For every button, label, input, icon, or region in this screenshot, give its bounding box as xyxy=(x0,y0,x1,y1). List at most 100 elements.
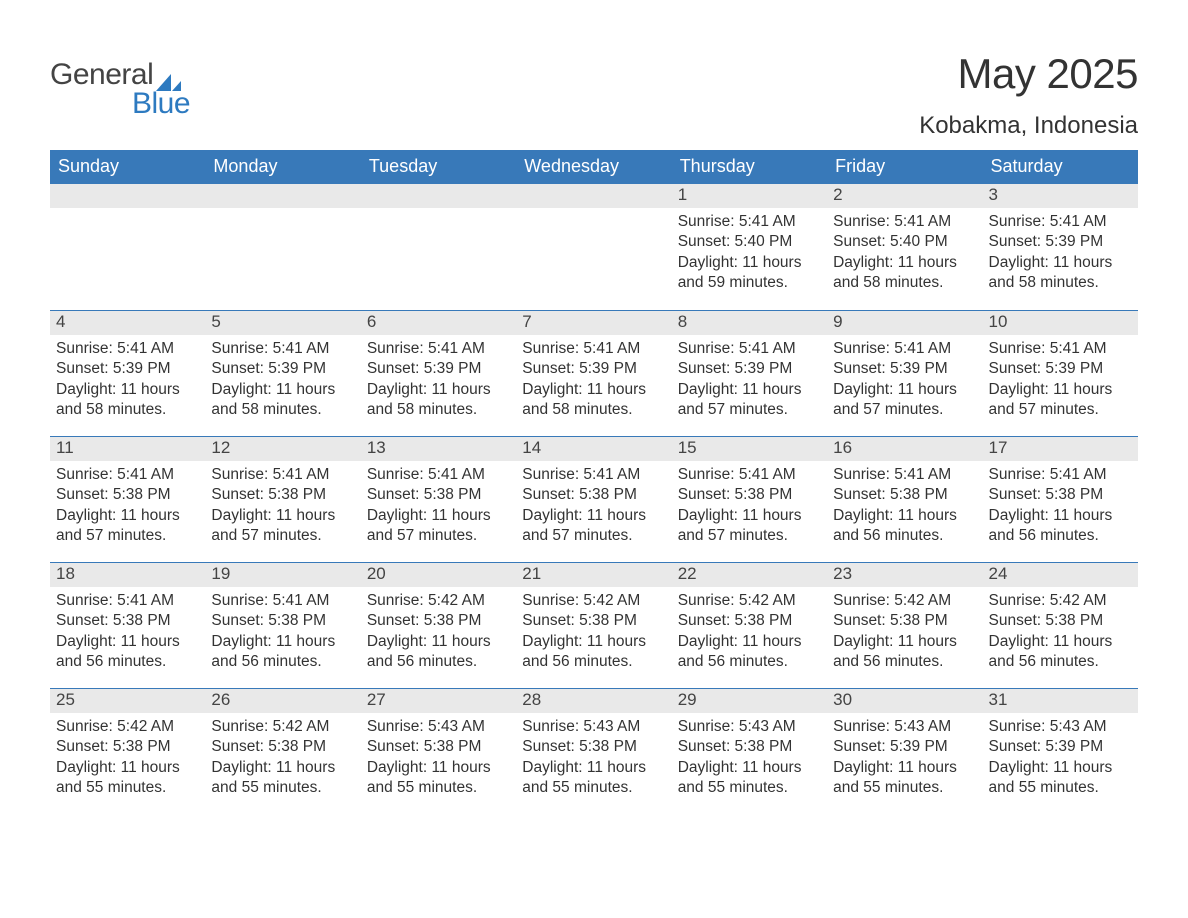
day-number: 10 xyxy=(983,311,1138,335)
day-header-cell: Sunday xyxy=(50,150,205,184)
day-header-row: SundayMondayTuesdayWednesdayThursdayFrid… xyxy=(50,150,1138,184)
day-details: Sunrise: 5:42 AMSunset: 5:38 PMDaylight:… xyxy=(205,713,360,805)
calendar-cell: 5Sunrise: 5:41 AMSunset: 5:39 PMDaylight… xyxy=(205,311,360,436)
calendar-cell: 4Sunrise: 5:41 AMSunset: 5:39 PMDaylight… xyxy=(50,311,205,436)
logo-text-blue: Blue xyxy=(50,90,190,117)
calendar-cell: 27Sunrise: 5:43 AMSunset: 5:38 PMDayligh… xyxy=(361,689,516,814)
day-number: 1 xyxy=(672,184,827,208)
day-number: 24 xyxy=(983,563,1138,587)
calendar-cell: 3Sunrise: 5:41 AMSunset: 5:39 PMDaylight… xyxy=(983,184,1138,310)
day-number: 21 xyxy=(516,563,671,587)
calendar-cell: 31Sunrise: 5:43 AMSunset: 5:39 PMDayligh… xyxy=(983,689,1138,814)
day-number: 9 xyxy=(827,311,982,335)
day-details xyxy=(516,208,671,288)
day-number: 6 xyxy=(361,311,516,335)
day-details: Sunrise: 5:41 AMSunset: 5:39 PMDaylight:… xyxy=(205,335,360,427)
day-number xyxy=(205,184,360,208)
week-row: 11Sunrise: 5:41 AMSunset: 5:38 PMDayligh… xyxy=(50,436,1138,562)
day-details: Sunrise: 5:41 AMSunset: 5:38 PMDaylight:… xyxy=(50,587,205,679)
calendar-cell: 24Sunrise: 5:42 AMSunset: 5:38 PMDayligh… xyxy=(983,563,1138,688)
day-details: Sunrise: 5:41 AMSunset: 5:39 PMDaylight:… xyxy=(983,335,1138,427)
calendar-cell: 29Sunrise: 5:43 AMSunset: 5:38 PMDayligh… xyxy=(672,689,827,814)
day-header-cell: Tuesday xyxy=(361,150,516,184)
day-number: 3 xyxy=(983,184,1138,208)
day-number: 27 xyxy=(361,689,516,713)
day-details: Sunrise: 5:41 AMSunset: 5:39 PMDaylight:… xyxy=(983,208,1138,300)
calendar-cell: 21Sunrise: 5:42 AMSunset: 5:38 PMDayligh… xyxy=(516,563,671,688)
calendar-cell: 19Sunrise: 5:41 AMSunset: 5:38 PMDayligh… xyxy=(205,563,360,688)
logo-line-1: General xyxy=(50,60,190,90)
calendar-cell: 30Sunrise: 5:43 AMSunset: 5:39 PMDayligh… xyxy=(827,689,982,814)
day-details: Sunrise: 5:41 AMSunset: 5:39 PMDaylight:… xyxy=(672,335,827,427)
day-number: 25 xyxy=(50,689,205,713)
day-details: Sunrise: 5:41 AMSunset: 5:40 PMDaylight:… xyxy=(827,208,982,300)
day-details: Sunrise: 5:43 AMSunset: 5:39 PMDaylight:… xyxy=(983,713,1138,805)
day-number: 4 xyxy=(50,311,205,335)
day-number: 17 xyxy=(983,437,1138,461)
calendar-cell: 15Sunrise: 5:41 AMSunset: 5:38 PMDayligh… xyxy=(672,437,827,562)
day-details xyxy=(50,208,205,288)
day-header-cell: Monday xyxy=(205,150,360,184)
day-details: Sunrise: 5:41 AMSunset: 5:38 PMDaylight:… xyxy=(50,461,205,553)
calendar-cell: 10Sunrise: 5:41 AMSunset: 5:39 PMDayligh… xyxy=(983,311,1138,436)
day-details: Sunrise: 5:43 AMSunset: 5:39 PMDaylight:… xyxy=(827,713,982,805)
day-number: 23 xyxy=(827,563,982,587)
calendar-cell: 11Sunrise: 5:41 AMSunset: 5:38 PMDayligh… xyxy=(50,437,205,562)
day-number xyxy=(361,184,516,208)
day-header-cell: Saturday xyxy=(983,150,1138,184)
calendar-cell xyxy=(516,184,671,310)
day-number: 16 xyxy=(827,437,982,461)
calendar-cell: 25Sunrise: 5:42 AMSunset: 5:38 PMDayligh… xyxy=(50,689,205,814)
day-details xyxy=(205,208,360,288)
day-header-cell: Thursday xyxy=(672,150,827,184)
calendar-cell: 2Sunrise: 5:41 AMSunset: 5:40 PMDaylight… xyxy=(827,184,982,310)
day-details: Sunrise: 5:43 AMSunset: 5:38 PMDaylight:… xyxy=(361,713,516,805)
calendar-cell: 14Sunrise: 5:41 AMSunset: 5:38 PMDayligh… xyxy=(516,437,671,562)
week-row: 1Sunrise: 5:41 AMSunset: 5:40 PMDaylight… xyxy=(50,184,1138,310)
day-details xyxy=(361,208,516,288)
day-details: Sunrise: 5:41 AMSunset: 5:38 PMDaylight:… xyxy=(205,461,360,553)
day-details: Sunrise: 5:41 AMSunset: 5:38 PMDaylight:… xyxy=(205,587,360,679)
calendar-cell: 28Sunrise: 5:43 AMSunset: 5:38 PMDayligh… xyxy=(516,689,671,814)
day-details: Sunrise: 5:41 AMSunset: 5:40 PMDaylight:… xyxy=(672,208,827,300)
day-details: Sunrise: 5:41 AMSunset: 5:38 PMDaylight:… xyxy=(516,461,671,553)
title-block: May 2025 Kobakma, Indonesia xyxy=(919,50,1138,140)
location-subtitle: Kobakma, Indonesia xyxy=(919,112,1138,140)
calendar-cell: 13Sunrise: 5:41 AMSunset: 5:38 PMDayligh… xyxy=(361,437,516,562)
day-details: Sunrise: 5:43 AMSunset: 5:38 PMDaylight:… xyxy=(672,713,827,805)
day-number: 15 xyxy=(672,437,827,461)
day-number: 12 xyxy=(205,437,360,461)
day-number: 13 xyxy=(361,437,516,461)
day-details: Sunrise: 5:41 AMSunset: 5:39 PMDaylight:… xyxy=(361,335,516,427)
day-number: 26 xyxy=(205,689,360,713)
calendar-cell: 8Sunrise: 5:41 AMSunset: 5:39 PMDaylight… xyxy=(672,311,827,436)
day-number: 19 xyxy=(205,563,360,587)
day-number: 29 xyxy=(672,689,827,713)
day-number: 14 xyxy=(516,437,671,461)
calendar-cell xyxy=(205,184,360,310)
day-details: Sunrise: 5:41 AMSunset: 5:38 PMDaylight:… xyxy=(983,461,1138,553)
day-number: 5 xyxy=(205,311,360,335)
day-details: Sunrise: 5:42 AMSunset: 5:38 PMDaylight:… xyxy=(50,713,205,805)
day-number: 8 xyxy=(672,311,827,335)
calendar-cell: 26Sunrise: 5:42 AMSunset: 5:38 PMDayligh… xyxy=(205,689,360,814)
day-details: Sunrise: 5:41 AMSunset: 5:38 PMDaylight:… xyxy=(827,461,982,553)
day-number: 7 xyxy=(516,311,671,335)
day-details: Sunrise: 5:41 AMSunset: 5:39 PMDaylight:… xyxy=(50,335,205,427)
logo-text-general: General xyxy=(50,60,153,90)
day-header-cell: Wednesday xyxy=(516,150,671,184)
calendar-cell xyxy=(50,184,205,310)
header: General Blue May 2025 Kobakma, Indonesia xyxy=(50,50,1138,140)
day-details: Sunrise: 5:42 AMSunset: 5:38 PMDaylight:… xyxy=(983,587,1138,679)
day-number: 31 xyxy=(983,689,1138,713)
day-details: Sunrise: 5:42 AMSunset: 5:38 PMDaylight:… xyxy=(361,587,516,679)
calendar-cell: 7Sunrise: 5:41 AMSunset: 5:39 PMDaylight… xyxy=(516,311,671,436)
day-number: 30 xyxy=(827,689,982,713)
page-title: May 2025 xyxy=(919,50,1138,98)
day-details: Sunrise: 5:41 AMSunset: 5:39 PMDaylight:… xyxy=(827,335,982,427)
calendar-cell: 9Sunrise: 5:41 AMSunset: 5:39 PMDaylight… xyxy=(827,311,982,436)
day-details: Sunrise: 5:41 AMSunset: 5:39 PMDaylight:… xyxy=(516,335,671,427)
calendar-cell: 16Sunrise: 5:41 AMSunset: 5:38 PMDayligh… xyxy=(827,437,982,562)
day-number xyxy=(516,184,671,208)
calendar-cell: 6Sunrise: 5:41 AMSunset: 5:39 PMDaylight… xyxy=(361,311,516,436)
